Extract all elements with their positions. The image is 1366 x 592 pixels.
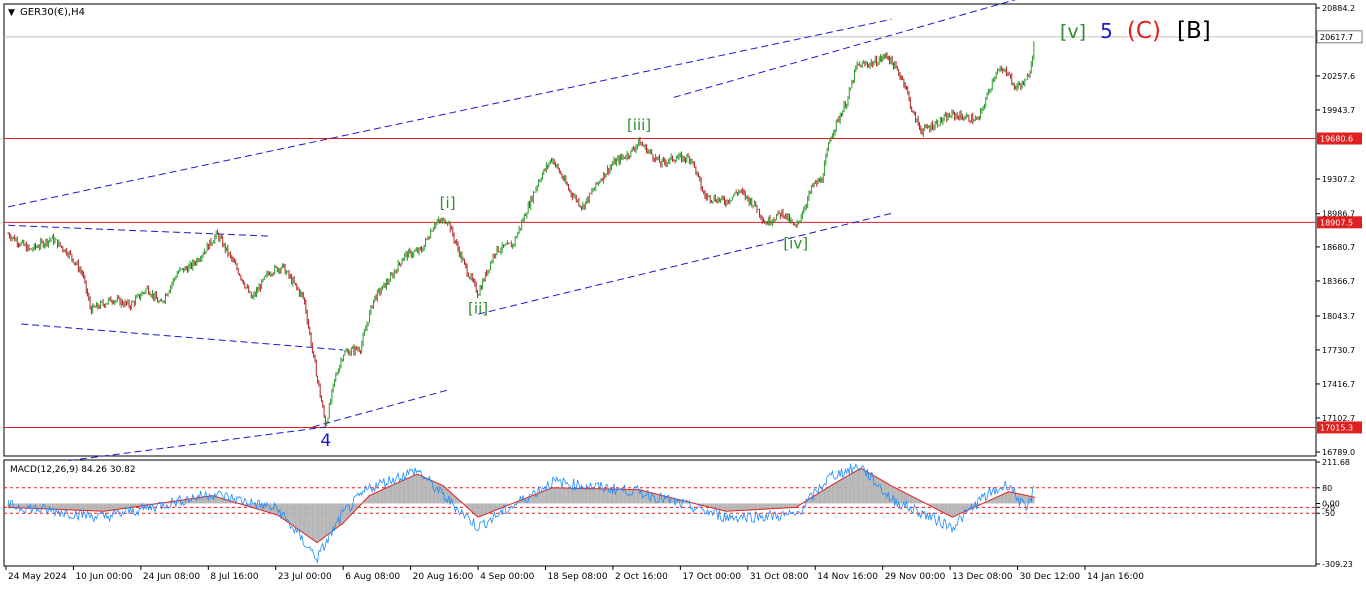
wave-title-part-C: (C) <box>1127 18 1161 44</box>
date-label-3: 8 Jul 16:00 <box>210 572 259 582</box>
price-tick-label-0: 20884.2 <box>1322 4 1355 13</box>
wave-title-part-v: [v] <box>1060 21 1086 43</box>
axis-layer: 20884.2 20257.6 19943.7 19307.2 18986.7 18680… <box>5 4 1363 582</box>
price-tick-label-4: 18986.7 <box>1322 210 1355 219</box>
level-label-box-2 <box>1317 421 1362 434</box>
wave-label-3: [iv] <box>783 235 808 253</box>
date-label-0: 24 May 2024 <box>8 572 67 582</box>
wave-label-1: [ii] <box>468 300 488 318</box>
macd-tick-label-0: 211.68 <box>1322 458 1350 467</box>
current-price-box <box>1316 30 1363 44</box>
price-tick-label-6: 18366.7 <box>1322 277 1355 286</box>
price-tick-label-8: 17730.7 <box>1322 346 1355 355</box>
level-label-2: 17015.3 <box>1320 423 1353 432</box>
symbol-label: GER30(€),H4 <box>20 7 85 18</box>
price-tick-label-3: 19307.2 <box>1322 175 1355 184</box>
macd-layer <box>4 463 1316 564</box>
level-label-box-1 <box>1317 216 1362 229</box>
price-layer: [i] [ii] [iii] [iv] 4 <box>4 0 1316 462</box>
macd-label: MACD(12,26,9) 84.26 30.82 <box>10 465 136 475</box>
trendline-3 <box>673 0 1016 98</box>
wave-title-part-5: 5 <box>1100 19 1113 43</box>
wave-label-4: 4 <box>320 431 331 451</box>
triangle-down-icon[interactable]: ▼ <box>8 8 15 18</box>
date-label-11: 31 Oct 08:00 <box>750 572 809 582</box>
date-label-1: 10 Jun 00:00 <box>75 572 132 582</box>
trendline-6 <box>69 426 326 462</box>
date-label-15: 30 Dec 12:00 <box>1020 572 1081 582</box>
macd-line <box>7 463 1035 564</box>
trendline-5 <box>21 323 344 351</box>
wave-title: [v] 5 (C) [B] <box>1060 18 1211 44</box>
wave-label-0: [i] <box>440 194 456 212</box>
level-label-0: 19680.6 <box>1320 134 1353 143</box>
signal-line <box>8 467 1036 544</box>
macd-tick-label-3: -50 <box>1322 509 1335 518</box>
date-label-9: 2 Oct 16:00 <box>615 572 668 582</box>
macd-tick-label-1: 80 <box>1322 484 1332 493</box>
price-tick-label-2: 19943.7 <box>1322 106 1355 115</box>
trendline-1 <box>312 389 448 428</box>
date-label-10: 17 Oct 00:00 <box>682 572 741 582</box>
price-tick-label-10: 17102.7 <box>1322 414 1355 423</box>
date-label-13: 29 Nov 00:00 <box>885 572 946 582</box>
price-tick-label-1: 20257.6 <box>1322 72 1355 81</box>
date-label-4: 23 Jul 00:00 <box>278 572 332 582</box>
price-tick-label-5: 18680.7 <box>1322 243 1355 252</box>
date-label-2: 24 Jun 08:00 <box>143 572 200 582</box>
current-price-label: 20617.7 <box>1320 33 1353 42</box>
macd-tick-label-5: -309.23 <box>1322 560 1353 569</box>
macd-tick-label-4: -20 <box>1322 503 1335 512</box>
trendline-2 <box>477 212 892 315</box>
date-label-7: 4 Sep 00:00 <box>480 572 535 582</box>
main-panel <box>3 3 1317 457</box>
level-label-box-0 <box>1317 132 1362 145</box>
price-tick-label-7: 18043.7 <box>1322 312 1355 321</box>
date-label-14: 13 Dec 08:00 <box>952 572 1013 582</box>
date-label-16: 14 Jan 16:00 <box>1087 572 1144 582</box>
trendline-0 <box>8 18 892 208</box>
price-tick-label-9: 17416.7 <box>1322 380 1355 389</box>
wave-label-2: [iii] <box>627 116 651 134</box>
macd-tick-label-2: 0.00 <box>1322 499 1340 508</box>
level-label-1: 18907.5 <box>1320 218 1353 227</box>
price-tick-label-11: 16789.0 <box>1322 448 1355 457</box>
date-label-8: 18 Sep 08:00 <box>548 572 608 582</box>
date-label-12: 14 Nov 16:00 <box>817 572 878 582</box>
wave-title-part-B: [B] <box>1177 18 1211 44</box>
date-label-6: 20 Aug 16:00 <box>413 572 474 582</box>
date-label-5: 6 Aug 08:00 <box>345 572 400 582</box>
